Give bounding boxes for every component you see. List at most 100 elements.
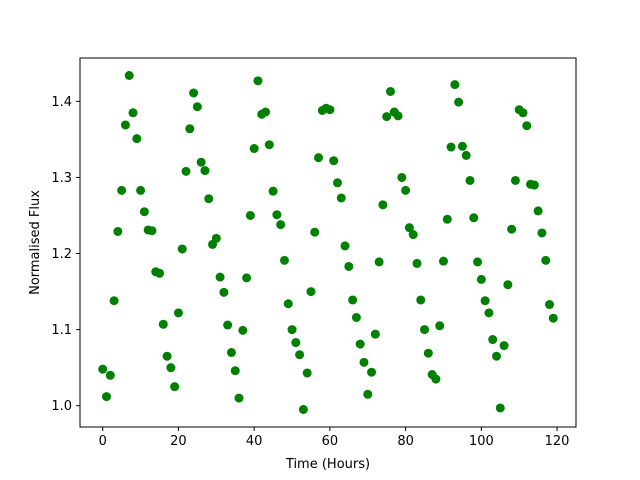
data-point [268, 186, 278, 196]
data-point [276, 220, 286, 230]
data-point [355, 339, 365, 349]
x-axis-label: Time (Hours) [285, 457, 370, 472]
data-point [124, 71, 134, 80]
data-point [279, 255, 289, 265]
data-point [404, 223, 414, 233]
data-point [529, 180, 539, 190]
data-point [192, 102, 202, 112]
data-point [291, 338, 301, 348]
data-point [484, 308, 494, 318]
data-point [162, 351, 172, 361]
x-tick-label: 100 [469, 434, 494, 449]
plot-area [79, 57, 577, 428]
data-point [109, 296, 119, 306]
data-points [98, 71, 558, 414]
data-point [166, 363, 176, 373]
data-point [344, 261, 354, 271]
data-point [200, 166, 210, 176]
data-point [541, 255, 551, 265]
data-point [408, 230, 418, 240]
data-point [545, 300, 554, 310]
data-point [261, 107, 271, 117]
data-point [298, 405, 308, 414]
data-point [370, 329, 380, 339]
x-tick-label: 20 [170, 434, 187, 449]
x-tick-label: 0 [99, 434, 107, 449]
data-point [272, 210, 282, 220]
data-point [98, 364, 108, 374]
data-point [457, 141, 467, 151]
data-point [336, 193, 346, 203]
data-point [185, 124, 195, 134]
data-point [465, 175, 475, 185]
data-point [533, 206, 543, 216]
data-point [367, 367, 377, 377]
data-point [155, 268, 165, 278]
data-point [219, 287, 229, 297]
data-point [416, 295, 426, 305]
data-point [340, 241, 350, 251]
data-point [136, 185, 146, 195]
y-tick-label: 1.4 [51, 95, 72, 110]
x-axis-ticks: 0 20 40 60 80 100 120 [99, 427, 569, 449]
data-point [173, 308, 183, 318]
data-point [128, 108, 138, 118]
data-point [473, 257, 483, 267]
data-point [450, 80, 460, 90]
data-point [245, 210, 255, 220]
data-point [461, 150, 471, 160]
data-point [113, 226, 123, 236]
data-point [446, 142, 456, 152]
data-point [158, 319, 168, 329]
data-point [295, 350, 305, 360]
data-point [469, 213, 479, 223]
data-point [117, 185, 127, 195]
data-point [359, 357, 369, 367]
data-point [548, 313, 558, 323]
data-point [397, 172, 407, 182]
y-tick-label: 1.0 [51, 399, 72, 414]
data-point [234, 393, 244, 403]
data-point [102, 392, 111, 402]
data-point [393, 111, 403, 121]
data-point [147, 226, 157, 236]
data-point [283, 299, 293, 309]
data-point [306, 287, 316, 297]
data-point [476, 274, 486, 284]
data-point [226, 347, 236, 357]
data-point [170, 382, 180, 392]
plot-frame [80, 58, 576, 427]
x-tick-label: 40 [246, 434, 263, 449]
y-tick-label: 1.1 [51, 323, 72, 338]
data-point [264, 140, 274, 150]
data-point [435, 321, 445, 331]
data-point [431, 374, 441, 384]
data-point [329, 156, 339, 166]
y-axis-ticks: 1.0 1.1 1.2 1.3 1.4 [51, 95, 80, 414]
data-point [495, 403, 505, 413]
data-point [181, 166, 191, 176]
y-tick-label: 1.2 [51, 247, 72, 262]
data-point [374, 257, 384, 267]
data-point [215, 272, 225, 282]
data-point [120, 120, 130, 130]
data-point [507, 224, 517, 234]
data-point [351, 312, 361, 322]
data-point [348, 295, 358, 305]
data-point [454, 97, 464, 107]
data-point [412, 258, 422, 268]
x-tick-label: 80 [397, 434, 414, 449]
data-point [537, 228, 547, 238]
data-point [480, 296, 490, 306]
data-point [132, 134, 142, 144]
data-point [189, 88, 199, 98]
data-point [510, 175, 520, 185]
data-point [238, 325, 248, 335]
data-point [363, 389, 373, 399]
data-point [385, 86, 395, 96]
data-point [177, 244, 187, 254]
data-point [230, 366, 240, 376]
data-point [242, 273, 252, 283]
data-point [105, 370, 115, 380]
